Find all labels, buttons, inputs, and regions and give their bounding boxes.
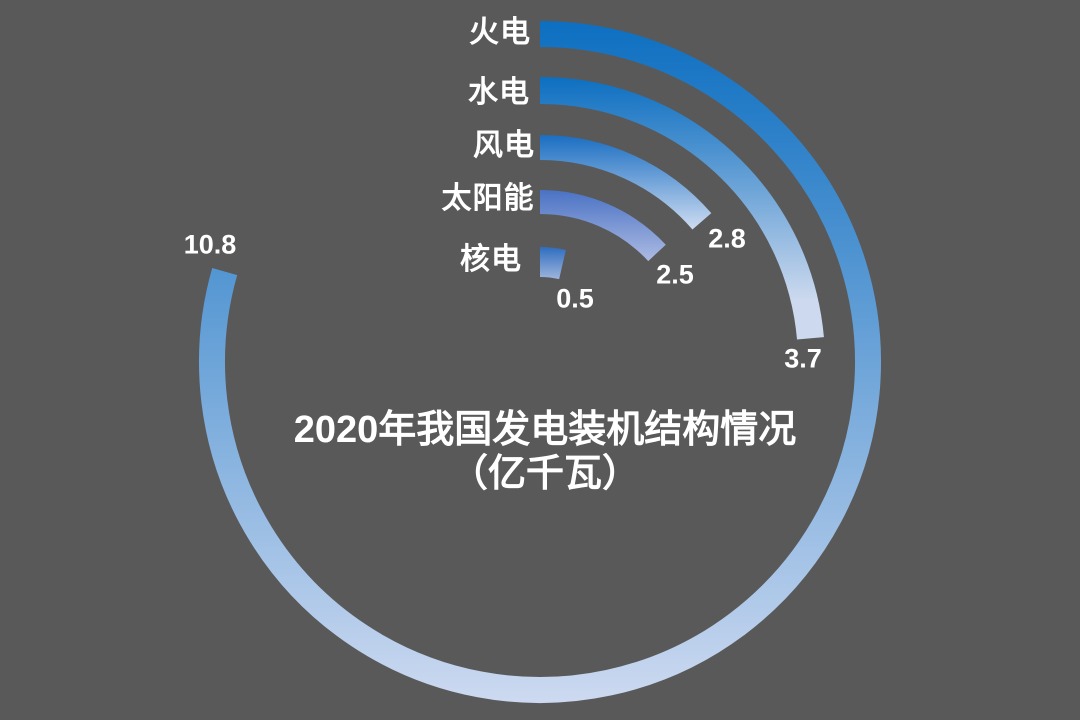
chart-title-line2: （亿千瓦） [449, 453, 641, 496]
category-label-solar-power: 太阳能 [441, 182, 535, 215]
value-label-wind-power: 2.8 [708, 223, 746, 254]
arc-nuclear-power [539, 246, 566, 280]
value-label-solar-power: 2.5 [656, 259, 694, 290]
arc-thermal-power [199, 21, 881, 703]
arc-wind-power [539, 135, 712, 230]
category-label-thermal-power: 火电 [469, 16, 531, 49]
chart-title-line1: 2020年我国发电装机结构情况 [293, 409, 797, 451]
chart-title: 2020年我国发电装机结构情况 （亿千瓦） [294, 408, 797, 496]
value-label-hydro-power: 3.7 [784, 343, 822, 374]
value-label-thermal-power: 10.8 [183, 229, 237, 260]
value-label-nuclear-power: 0.5 [556, 283, 594, 314]
category-label-nuclear-power: 核电 [460, 243, 522, 276]
category-label-wind-power: 风电 [473, 129, 535, 162]
arc-hydro-power [539, 77, 824, 340]
arc-solar-power [539, 190, 666, 262]
category-label-hydro-power: 水电 [468, 76, 530, 109]
